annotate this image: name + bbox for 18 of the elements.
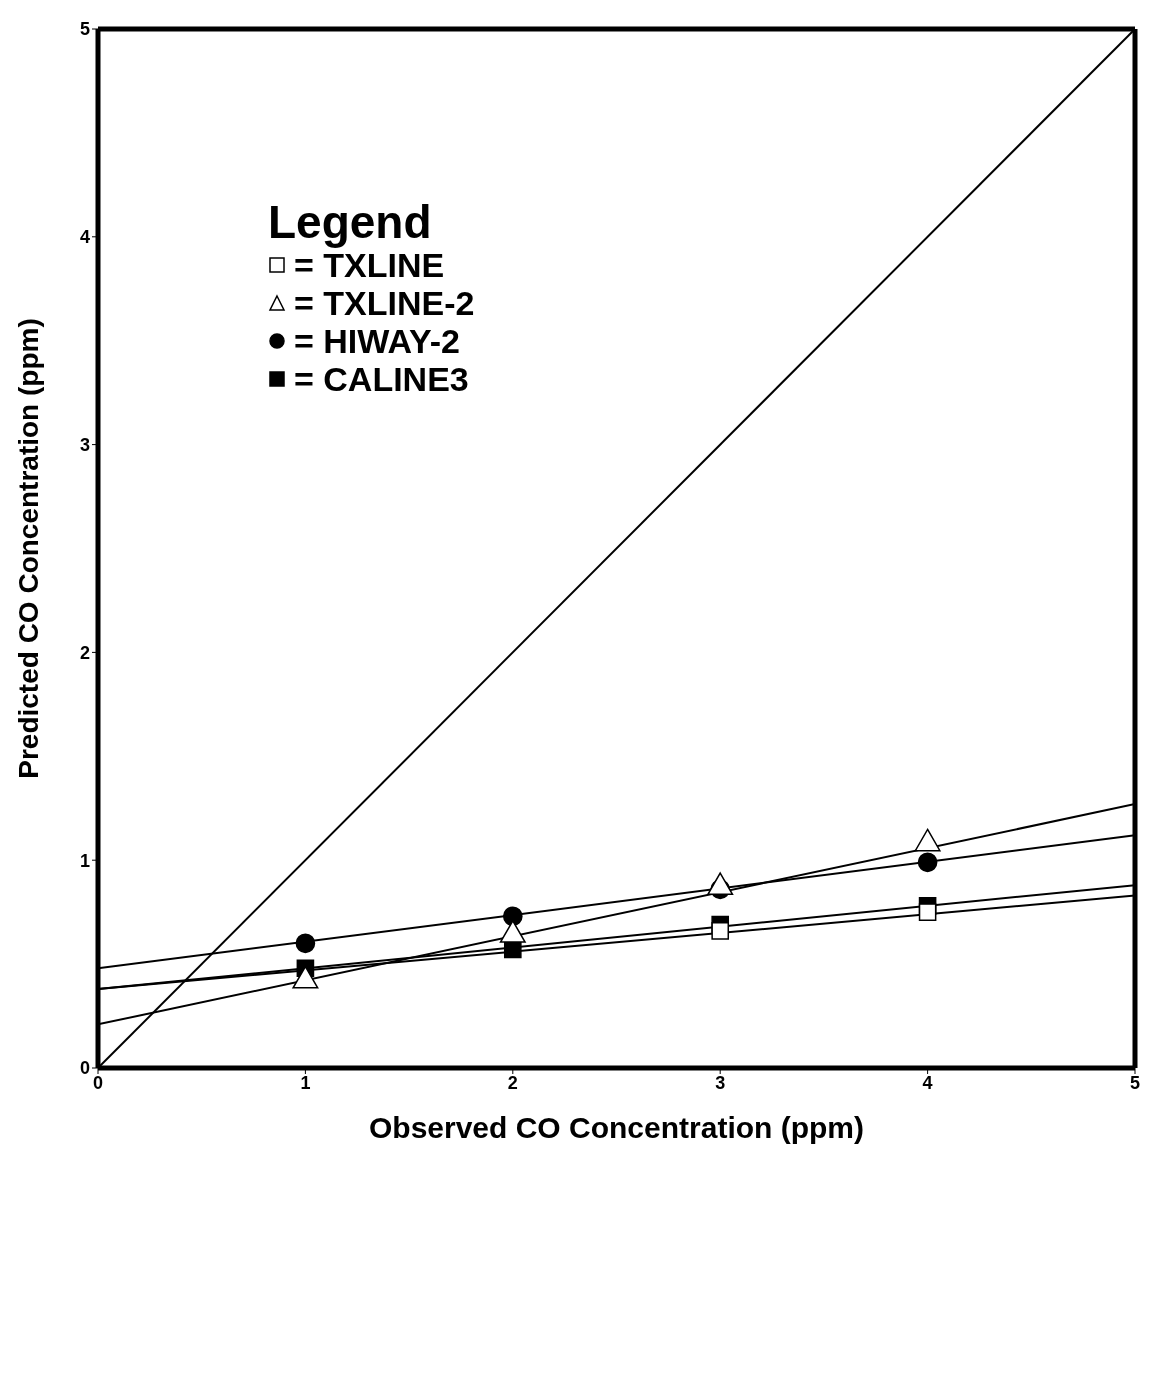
y-tick-label: 3 [79,434,90,455]
x-axis-title: Observed CO Concentration (ppm) [368,1111,865,1144]
legend-label: = TXLINE-2 [294,284,475,322]
x-tick-label: 5 [1129,1072,1141,1093]
y-tick-label: 5 [79,19,90,40]
x-tick-label: 1 [300,1072,311,1093]
y-tick-label: 0 [79,1058,90,1079]
x-tick-label: 3 [715,1072,726,1093]
y-tick-label: 2 [79,642,90,663]
y-tick-label: 1 [79,850,90,871]
legend-label: = CALINE3 [294,360,469,398]
y-tick-label: 4 [79,227,90,248]
legend-title: Legend [268,196,433,248]
x-tick-label: 4 [922,1072,933,1093]
x-tick-label: 0 [92,1072,104,1093]
y-axis-title: Predicted CO Concentration (ppm) [12,318,44,779]
x-tick-label: 2 [507,1072,518,1093]
legend-label: = HIWAY-2 [294,322,460,360]
